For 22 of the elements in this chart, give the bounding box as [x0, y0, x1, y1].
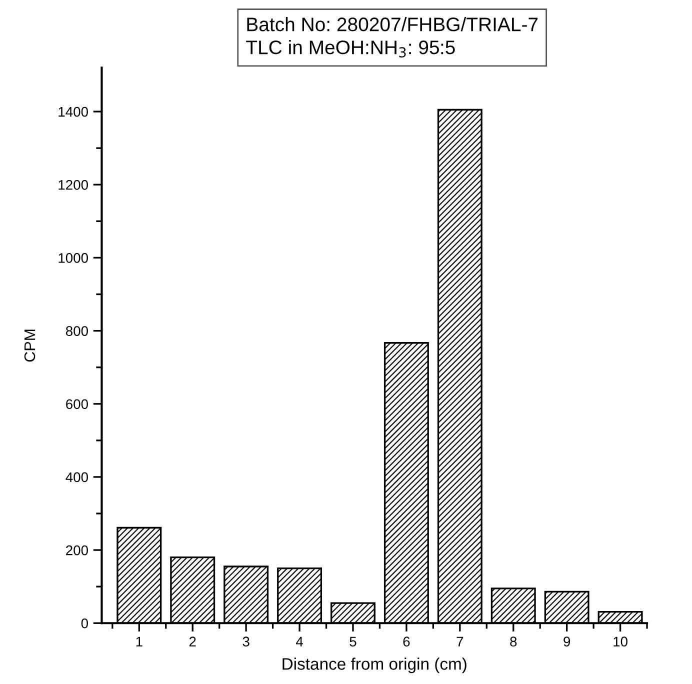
y-tick-label: 600	[66, 399, 88, 410]
y-tick-label: 1200	[58, 180, 88, 190]
x-tick-label: 7	[456, 636, 464, 646]
y-tick-label: 200	[66, 545, 88, 556]
y-tick-label: 400	[66, 472, 88, 482]
y-tick-label: 800	[66, 326, 88, 336]
x-tick-label: 4	[296, 636, 303, 646]
text: TLC in MeOH:NH$_{3}$: 95:5	[246, 40, 455, 58]
x-tick-label: 10	[614, 636, 628, 647]
x-tick-label: 5	[350, 636, 356, 647]
y-tick-label: 1000	[58, 253, 88, 263]
x-tick-label: 6	[403, 636, 410, 647]
y-tick-label: 0	[81, 618, 88, 628]
x-tick-label: 8	[510, 636, 517, 647]
x-tick-label: 3	[242, 636, 250, 647]
text: Batch No: 280207/FHBG/TRIAL-7	[247, 17, 538, 32]
x-tick-label: 9	[564, 636, 570, 647]
x-tick-label: 1	[136, 636, 142, 646]
y-tick-label: 1400	[58, 106, 88, 117]
x-tick-label: 2	[189, 636, 196, 646]
x-axis-title: Distance from origin (cm)	[282, 658, 466, 674]
y-axis-title: CPM	[24, 330, 36, 362]
